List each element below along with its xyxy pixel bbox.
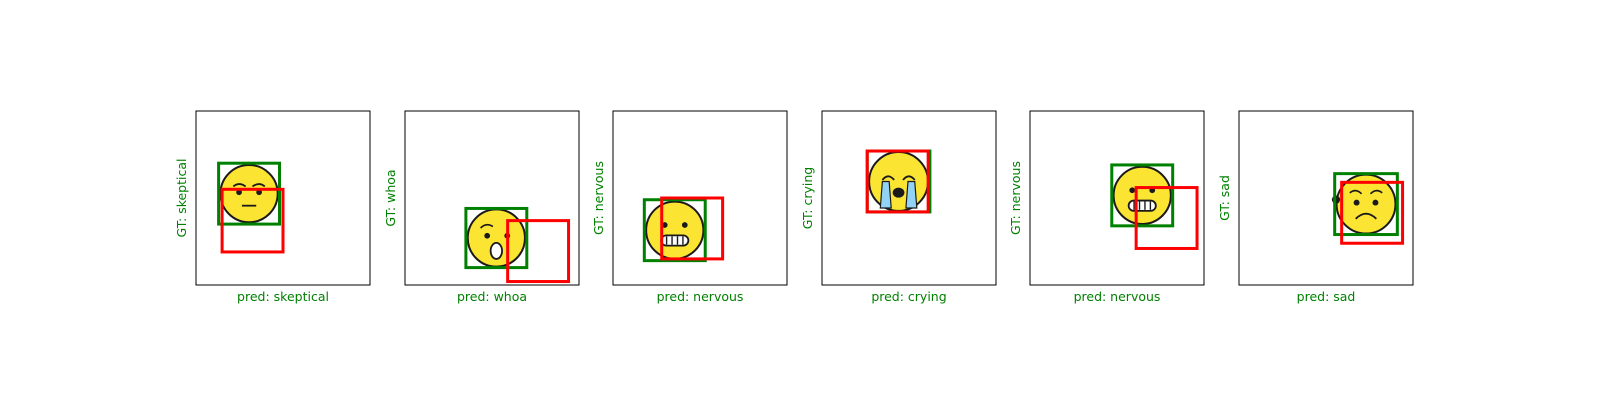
pred-label: pred: nervous — [657, 289, 744, 304]
panel-3: pred: nervous GT: nervous — [591, 110, 788, 304]
eyebrow-left — [480, 223, 494, 229]
pred-box — [220, 187, 285, 254]
gt-box — [642, 198, 707, 263]
eyebrow-left — [232, 183, 247, 188]
eyebrow-left — [1349, 189, 1363, 195]
face-circle — [645, 200, 705, 260]
skeptical-face-icon — [219, 164, 279, 224]
pred-label: pred: sad — [1297, 289, 1356, 304]
tear-right — [905, 180, 918, 209]
eye-left — [1129, 187, 1136, 194]
mouth — [892, 187, 905, 198]
eye-left — [1353, 199, 1360, 206]
panel-1: pred: skeptical GT: skeptical — [174, 110, 371, 304]
nervous-face-icon — [645, 200, 705, 260]
gt-box — [217, 161, 282, 226]
panel-5: pred: nervous GT: nervous — [1008, 110, 1205, 304]
eye-right — [1372, 199, 1379, 206]
gt-label: GT: nervous — [591, 161, 606, 235]
whoa-face-icon — [466, 208, 526, 268]
mouth — [660, 234, 690, 247]
gt-label: GT: nervous — [1008, 161, 1023, 235]
gt-box — [1110, 163, 1175, 228]
tear-left — [879, 180, 892, 209]
pred-label: pred: whoa — [457, 289, 527, 304]
pred-box — [1340, 180, 1405, 245]
pred-box — [660, 196, 725, 261]
mouth — [1127, 199, 1157, 212]
mouth — [489, 241, 503, 260]
panel-2: pred: whoa GT: whoa — [383, 110, 580, 304]
pred-box — [865, 149, 930, 214]
gt-label: GT: whoa — [383, 169, 398, 226]
nervous-face-icon — [1112, 165, 1172, 226]
gt-label: GT: skeptical — [174, 159, 189, 238]
crying-face-icon — [868, 151, 930, 212]
eye-left — [881, 175, 895, 181]
face-circle — [219, 164, 279, 224]
pred-box — [1134, 186, 1199, 250]
gt-label: GT: crying — [800, 167, 815, 229]
panel-6: pred: sad GT: sad — [1217, 110, 1414, 304]
face-circle — [1112, 165, 1172, 226]
eyebrow-right — [251, 183, 266, 188]
eye-right — [902, 175, 916, 181]
pred-label: pred: skeptical — [237, 289, 329, 304]
eyebrow-right — [1369, 189, 1383, 195]
mouth — [1355, 212, 1377, 220]
eye-left — [484, 232, 491, 239]
gt-label: GT: sad — [1217, 175, 1232, 221]
face-circle — [868, 151, 930, 212]
eye-left — [661, 222, 668, 228]
panel-4: pred: crying GT: crying — [800, 110, 997, 304]
gt-box — [464, 206, 529, 270]
pred-label: pred: crying — [871, 289, 946, 304]
pred-box — [506, 219, 571, 284]
pred-label: pred: nervous — [1074, 289, 1161, 304]
gt-box — [1333, 172, 1399, 237]
eye-right — [681, 222, 688, 228]
